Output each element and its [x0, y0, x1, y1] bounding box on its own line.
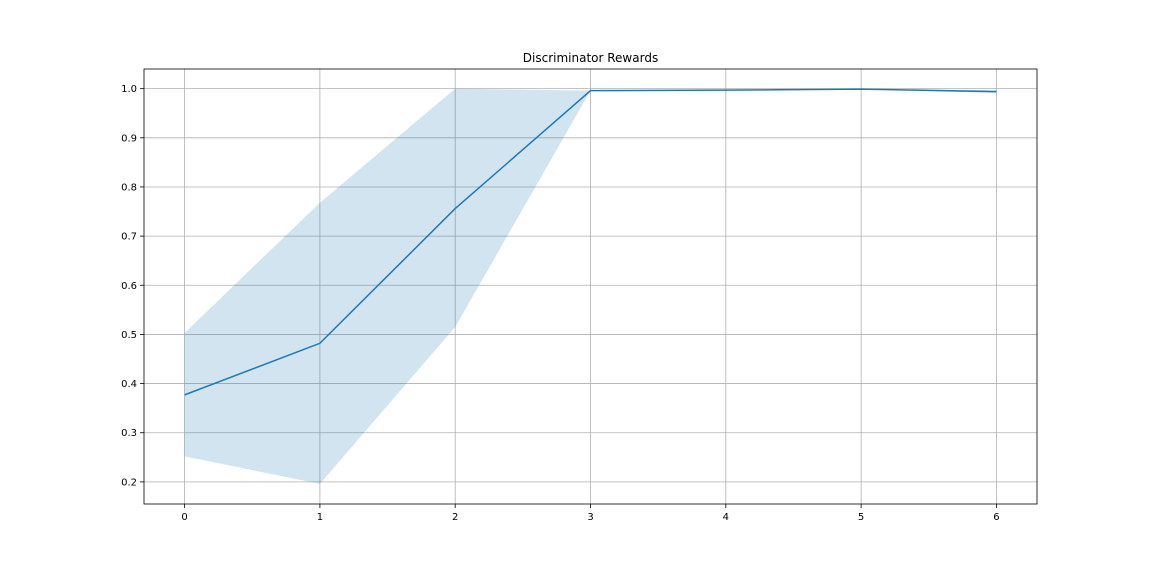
y-tick-label: 0.9	[121, 133, 137, 144]
chart-title: Discriminator Rewards	[523, 51, 658, 65]
x-tick-label: 4	[723, 512, 729, 523]
y-tick-label: 0.2	[121, 477, 137, 488]
grid	[144, 69, 1037, 504]
x-tick-label: 6	[993, 512, 999, 523]
x-tick-label: 2	[452, 512, 458, 523]
y-tick-label: 0.6	[121, 281, 137, 292]
x-tick-label: 3	[587, 512, 593, 523]
y-tick-label: 0.8	[121, 182, 137, 193]
y-axis: 0.2 0.3 0.4 0.5 0.6 0.7 0.8 0.9 1.0	[121, 84, 144, 488]
y-tick-label: 0.5	[121, 330, 137, 341]
y-tick-label: 1.0	[121, 84, 137, 95]
x-axis: 0 1 2 3 4 5 6	[181, 504, 1000, 523]
x-tick-label: 1	[317, 512, 323, 523]
x-tick-label: 0	[181, 512, 187, 523]
y-tick-label: 0.7	[121, 232, 137, 243]
y-tick-label: 0.4	[121, 379, 137, 390]
x-tick-label: 5	[858, 512, 864, 523]
y-tick-label: 0.3	[121, 428, 137, 439]
confidence-band	[184, 88, 997, 484]
series-line	[184, 88, 997, 396]
